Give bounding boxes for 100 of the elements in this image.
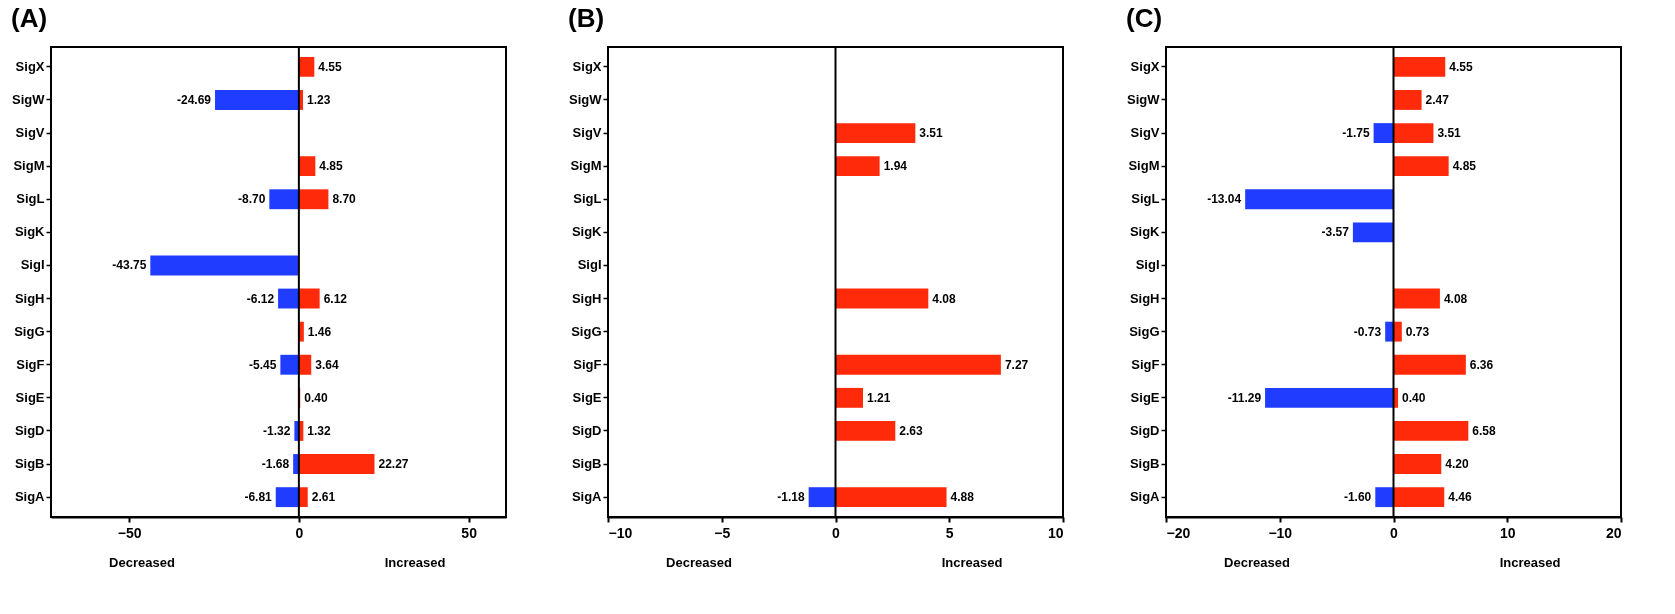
x-tick-label: −50 [117, 524, 142, 541]
y-tick-label: SigW [1127, 91, 1161, 107]
data-label: -1.68 [261, 457, 290, 472]
y-tick-label: SigF [1131, 356, 1160, 372]
data-label: -24.69 [177, 92, 212, 107]
data-label: 6.12 [323, 291, 348, 306]
data-label: -1.32 [263, 423, 291, 438]
data-label: 1.94 [883, 159, 908, 174]
x-tick-label: −10 [1268, 524, 1293, 541]
data-label: 4.55 [1449, 59, 1473, 74]
data-label: 4.08 [932, 291, 956, 306]
data-label: 1.32 [307, 423, 332, 438]
text: Increased [384, 555, 446, 570]
data-label: 1.23 [307, 92, 331, 107]
data-label: 3.51 [1437, 126, 1462, 141]
y-tick-label: SigD [1129, 422, 1160, 438]
y-tick-label: SigI [577, 257, 602, 273]
y-tick-label: SigX [572, 58, 602, 74]
y-tick-label: SigE [1130, 389, 1160, 405]
y-tick-label: SigM [570, 158, 602, 174]
data-label: 4.85 [1452, 159, 1477, 174]
data-label: 1.21 [867, 390, 891, 405]
y-tick-label: SigW [12, 91, 46, 107]
data-label: 4.46 [1448, 490, 1472, 505]
data-label: 4.85 [319, 159, 344, 174]
data-label: 4.20 [1445, 457, 1469, 472]
data-label: 4.88 [950, 490, 975, 505]
x-tick-label: 0 [1390, 524, 1399, 541]
x-tick-label: 10 [1047, 524, 1064, 541]
data-label: -1.60 [1343, 490, 1372, 505]
y-tick-label: SigL [16, 191, 45, 207]
chart-title: (C) [1126, 3, 1163, 33]
y-tick-label: SigL [573, 191, 602, 207]
data-label: 3.51 [919, 126, 944, 141]
y-tick-label: SigW [569, 91, 603, 107]
y-tick-label: SigH [14, 290, 45, 306]
y-tick-label: SigV [572, 125, 602, 141]
x-tick-label: 50 [461, 524, 478, 541]
data-label: 4.55 [318, 59, 342, 74]
y-tick-label: SigH [1129, 290, 1160, 306]
text: Increased [941, 555, 1003, 570]
data-label: 7.27 [1004, 357, 1029, 372]
y-tick-label: SigD [571, 422, 602, 438]
data-label: 4.08 [1443, 291, 1468, 306]
text: Decreased [666, 555, 732, 570]
y-tick-label: SigL [1131, 191, 1160, 207]
y-tick-label: SigI [20, 257, 45, 273]
data-label: -0.73 [1353, 324, 1382, 339]
chart-title: (A) [11, 3, 48, 33]
x-tick-label: 0 [832, 524, 841, 541]
data-label: 1.46 [307, 324, 332, 339]
data-label: 0.40 [304, 390, 328, 405]
y-tick-label: SigK [1129, 224, 1161, 240]
data-label: -13.04 [1207, 192, 1242, 207]
y-tick-label: SigD [14, 422, 45, 438]
text: Decreased [109, 555, 175, 570]
y-tick-label: SigE [572, 389, 602, 405]
x-tick-label: 20 [1605, 524, 1622, 541]
data-label: -5.45 [249, 357, 277, 372]
data-label: 2.63 [899, 423, 924, 438]
data-label: -6.81 [244, 490, 273, 505]
y-tick-label: SigF [573, 356, 602, 372]
data-label: -11.29 [1227, 390, 1262, 405]
y-tick-label: SigM [1128, 158, 1160, 174]
y-tick-label: SigA [1129, 489, 1161, 505]
data-label: 3.64 [315, 357, 339, 372]
x-tick-label: 0 [295, 524, 304, 541]
data-label: 6.58 [1472, 423, 1497, 438]
y-tick-label: SigV [1130, 125, 1160, 141]
data-label: -1.18 [777, 490, 805, 505]
y-tick-label: SigX [15, 58, 45, 74]
y-tick-label: SigE [15, 389, 45, 405]
y-tick-label: SigG [1129, 323, 1160, 339]
x-tick-label: −20 [1166, 524, 1191, 541]
y-tick-label: SigG [571, 323, 602, 339]
x-tick-label: −10 [608, 524, 633, 541]
y-tick-label: SigA [571, 489, 603, 505]
data-label: 22.27 [378, 457, 409, 472]
y-tick-label: SigK [14, 224, 46, 240]
data-label: -8.70 [237, 192, 266, 207]
y-tick-label: SigV [15, 125, 45, 141]
y-tick-label: SigA [14, 489, 46, 505]
x-tick-label: 10 [1499, 524, 1516, 541]
y-tick-label: SigB [571, 456, 602, 472]
y-tick-label: SigH [571, 290, 602, 306]
y-tick-label: SigB [1129, 456, 1160, 472]
x-tick-label: 5 [945, 524, 954, 541]
chart-title: (B) [568, 3, 605, 33]
y-tick-label: SigI [1135, 257, 1160, 273]
data-label: 0.73 [1405, 324, 1430, 339]
x-tick-label: −5 [714, 524, 731, 541]
data-label: 2.61 [311, 490, 336, 505]
data-label: -1.75 [1342, 126, 1370, 141]
y-tick-label: SigB [14, 456, 45, 472]
data-label: 8.70 [332, 192, 357, 207]
data-label: -43.75 [112, 258, 147, 273]
y-tick-label: SigF [16, 356, 45, 372]
text: Decreased [1224, 555, 1290, 570]
text: Increased [1499, 555, 1561, 570]
data-label: 2.47 [1425, 92, 1450, 107]
